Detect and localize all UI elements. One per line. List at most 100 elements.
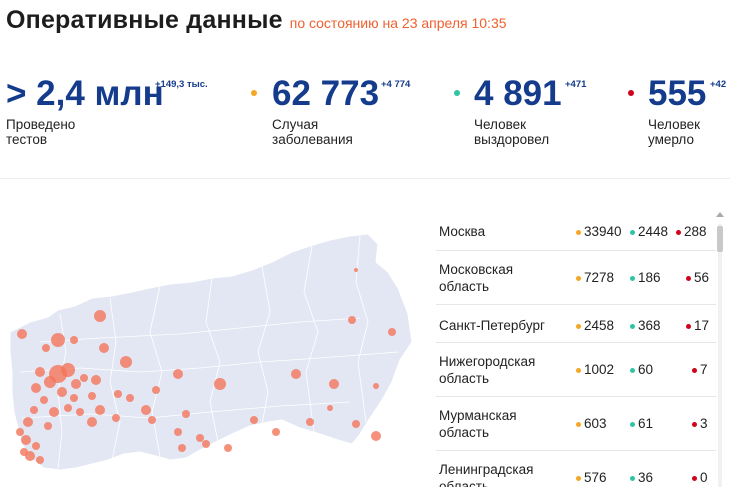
recovered-dot-icon	[630, 276, 635, 281]
stat-cases-label-1: Случая	[272, 117, 319, 132]
recovered-dot-icon	[630, 368, 635, 373]
list-item[interactable]: Санкт-Петербург 2458 368 17	[436, 305, 716, 343]
cases-dot-icon	[576, 368, 581, 373]
region-cases: 33940	[584, 224, 622, 239]
stat-recovered-label-2: выздоровел	[474, 132, 550, 147]
region-list-scrollbar[interactable]	[716, 212, 724, 487]
bubble	[214, 378, 226, 390]
deaths-dot-icon	[686, 324, 691, 329]
bubble	[32, 442, 40, 450]
region-deaths: 17	[694, 318, 710, 333]
region-name: Московская область	[439, 262, 514, 294]
bubble	[80, 374, 88, 382]
deaths-dot-icon	[628, 90, 634, 96]
list-item[interactable]: Ленинградская область 576 36 0	[436, 451, 716, 487]
deaths-dot-icon	[692, 476, 697, 481]
region-recovered: 2448	[638, 224, 669, 239]
region-name: Нижегородская область	[439, 354, 536, 386]
region-recovered: 186	[638, 270, 661, 285]
bubble	[306, 418, 314, 426]
bubble	[112, 414, 120, 422]
page-header: Оперативные данные по состоянию на 23 ап…	[6, 6, 507, 35]
bubble	[373, 383, 379, 389]
scroll-track[interactable]	[718, 224, 722, 487]
bubble	[120, 356, 132, 368]
recovered-dot-icon	[630, 476, 635, 481]
region-list[interactable]: Москва 33940 2448 288 Московская область…	[436, 210, 716, 487]
bubble	[71, 379, 81, 389]
deaths-dot-icon	[692, 368, 697, 373]
bubble	[42, 344, 50, 352]
bubble	[352, 420, 360, 428]
bubble	[95, 405, 105, 415]
scroll-up-arrow-icon[interactable]	[716, 212, 724, 217]
list-item[interactable]: Мурманская область 603 61 3	[436, 397, 716, 451]
bubble	[388, 328, 396, 336]
cases-dot-icon	[576, 276, 581, 281]
stat-tests-delta: +149,3 тыс.	[155, 79, 208, 90]
stat-recovered-label-1: Человек	[474, 117, 527, 132]
region-recovered: 61	[638, 416, 654, 431]
cases-dot-icon	[251, 90, 257, 96]
list-item[interactable]: Нижегородская область 1002 60 7	[436, 343, 716, 397]
bubble	[99, 343, 109, 353]
bubble	[44, 422, 52, 430]
stat-tests: > 2,4 млн +149,3 тыс. Проведено тестов	[6, 74, 208, 148]
deaths-dot-icon	[676, 230, 681, 235]
stat-cases-value: 62 773	[272, 74, 380, 113]
bubble	[148, 416, 156, 424]
deaths-dot-icon	[692, 422, 697, 427]
bubble	[250, 416, 258, 424]
bubble	[91, 375, 101, 385]
stat-tests-value: > 2,4 млн	[6, 74, 164, 113]
region-name: Мурманская область	[439, 408, 517, 440]
bubble	[23, 417, 33, 427]
region-cases: 603	[584, 416, 607, 431]
bubble	[152, 386, 160, 394]
bubble	[21, 435, 31, 445]
bubble	[49, 407, 59, 417]
recovered-dot-icon	[630, 324, 635, 329]
stat-deaths-label-1: Человек	[648, 117, 701, 132]
recovered-dot-icon	[630, 422, 635, 427]
bubble	[371, 431, 381, 441]
russia-landmass	[9, 233, 413, 471]
bubble	[114, 390, 122, 398]
bubble	[196, 434, 204, 442]
bubble	[17, 329, 27, 339]
list-item[interactable]: Московская область 7278 186 56	[436, 251, 716, 305]
region-deaths: 0	[700, 470, 708, 485]
bubble	[126, 394, 134, 402]
region-name: Ленинградская область	[439, 462, 534, 487]
bubble	[202, 440, 210, 448]
bubble	[30, 406, 38, 414]
page-title: Оперативные данные	[6, 6, 283, 34]
russia-map[interactable]	[0, 222, 420, 487]
bubble	[327, 405, 333, 411]
bubble	[70, 394, 78, 402]
bubble	[348, 316, 356, 324]
region-recovered: 36	[638, 470, 654, 485]
region-deaths: 56	[694, 270, 710, 285]
bubble-moscow-oblast	[61, 363, 75, 377]
region-cases: 1002	[584, 362, 615, 377]
bubble	[272, 428, 280, 436]
bubble	[141, 405, 151, 415]
region-recovered: 368	[638, 318, 661, 333]
as-of-timestamp: по состоянию на 23 апреля 10:35	[289, 15, 507, 31]
stat-recovered: 4 891 +471 Человек выздоровел	[454, 76, 586, 147]
bubble	[173, 369, 183, 379]
region-cases: 576	[584, 470, 607, 485]
cases-dot-icon	[576, 422, 581, 427]
bubble	[354, 268, 358, 272]
stat-tests-label-2: тестов	[6, 132, 48, 147]
section-divider	[0, 178, 730, 179]
bubble	[16, 428, 24, 436]
bubble	[40, 396, 48, 404]
bubble	[35, 367, 45, 377]
list-item[interactable]: Москва 33940 2448 288	[436, 210, 716, 251]
region-cases: 2458	[584, 318, 615, 333]
bubble	[88, 392, 96, 400]
cases-dot-icon	[576, 230, 581, 235]
scroll-thumb[interactable]	[717, 226, 723, 252]
